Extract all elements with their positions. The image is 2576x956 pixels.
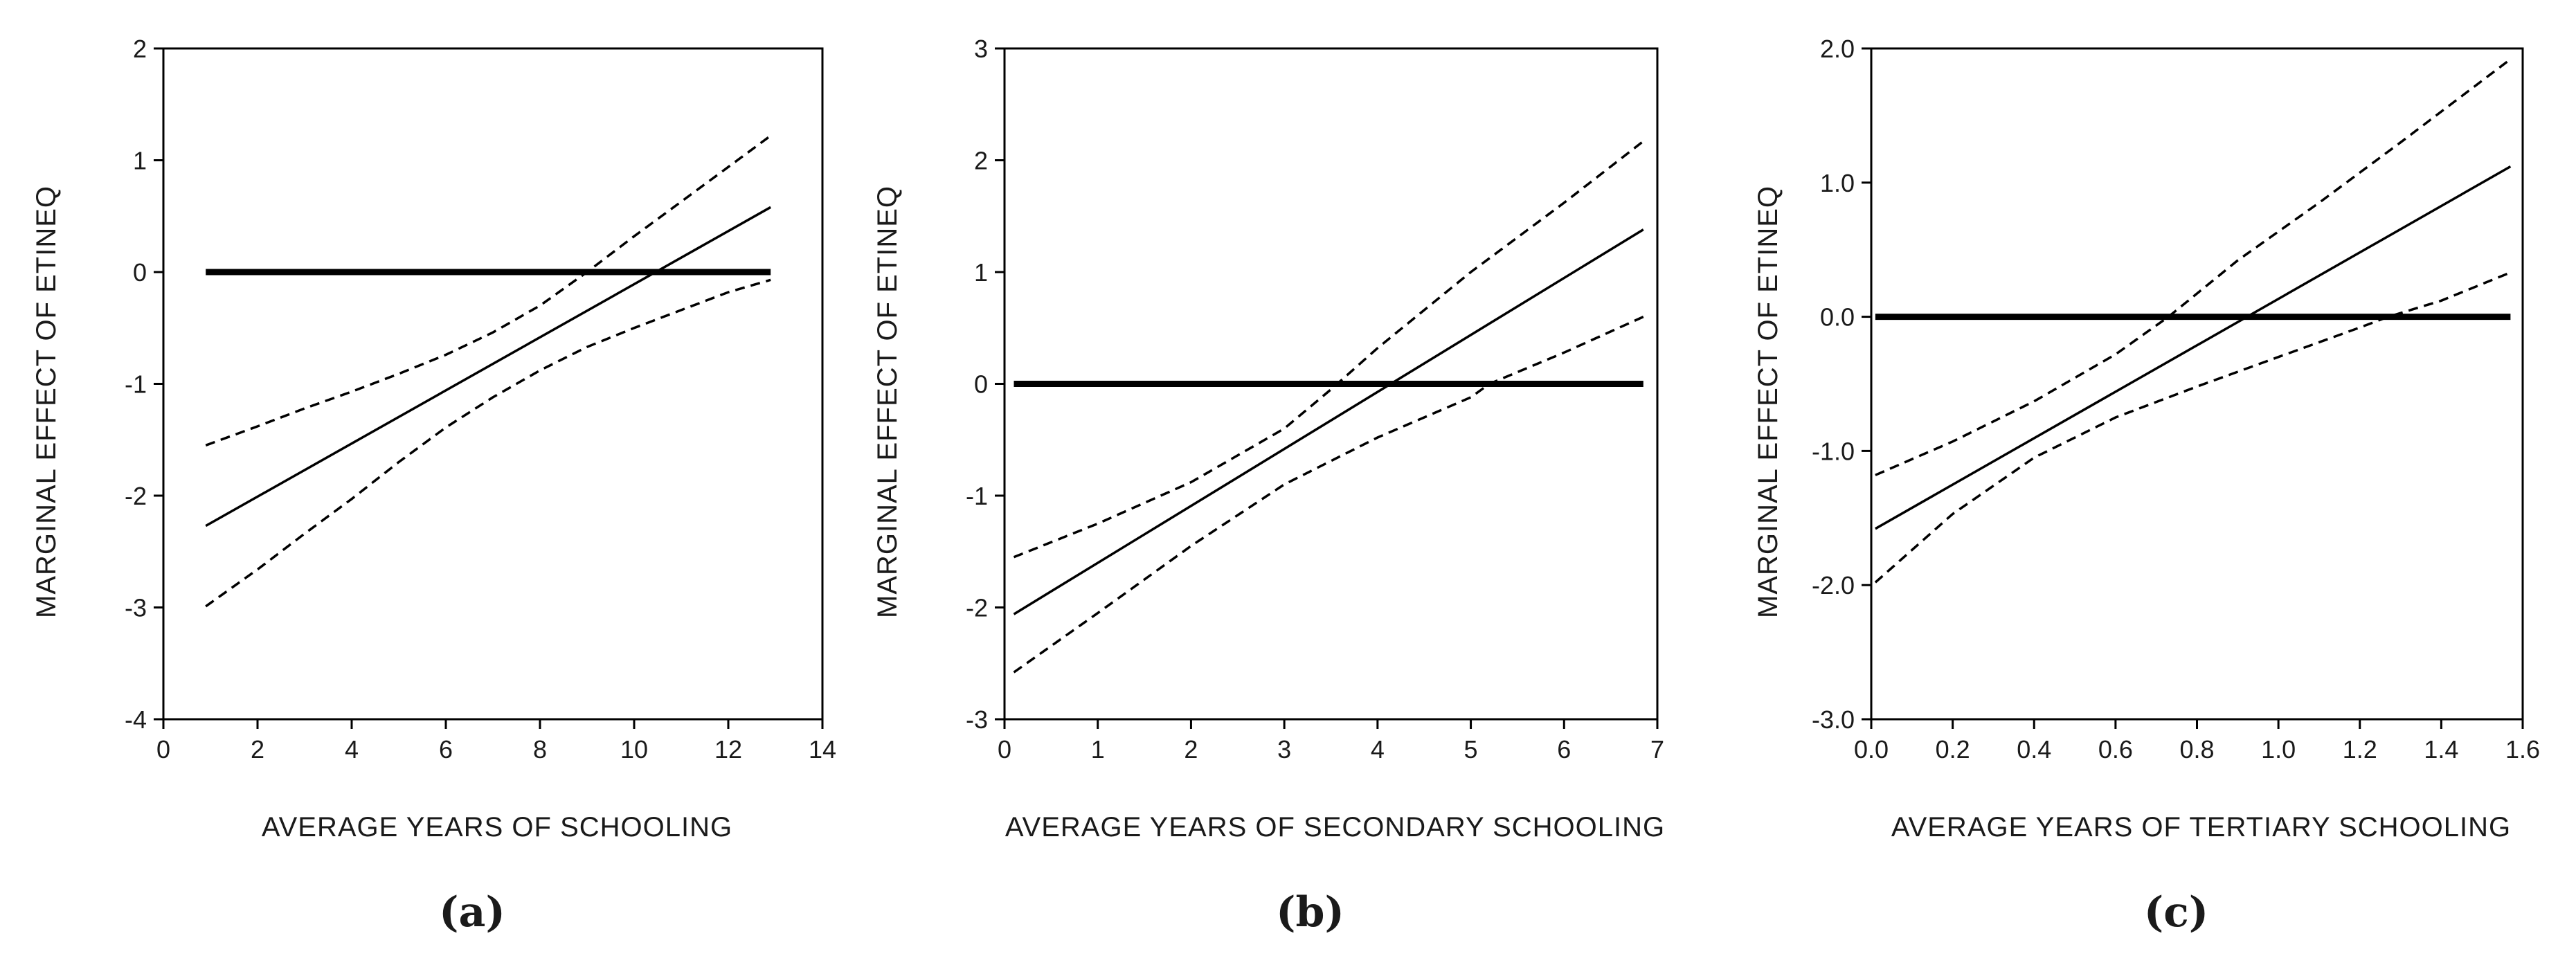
x-tick-label: 8 — [533, 735, 547, 764]
x-tick-label: 0 — [998, 735, 1011, 764]
chart-panel-2: -3 -2 -1 0 1 2 3 0 1 2 3 4 5 6 7 AVERAGE YEARS OF SECON… — [872, 35, 1665, 937]
y-tick-label: -2.0 — [1812, 571, 1855, 599]
y-axis-title: MARGINAL EFFECT OF ETINEQ — [1753, 186, 1783, 618]
plot-area — [1874, 58, 2512, 584]
upper-bound-line — [1013, 140, 1644, 559]
x-tick-label: 0.2 — [1936, 735, 1970, 764]
x-tick-label: 10 — [620, 735, 648, 764]
x-axis-title: AVERAGE YEARS OF SECONDARY SCHOOLING — [1005, 812, 1665, 842]
x-tick-label: 7 — [1650, 735, 1664, 764]
x-tick-label: 1.4 — [2424, 735, 2458, 764]
y-tick-label: -2 — [125, 482, 147, 510]
x-tick-label: 14 — [809, 735, 836, 764]
x-tick-label: 2 — [251, 735, 264, 764]
y-tick-label: 3 — [974, 35, 988, 63]
x-tick-label: 6 — [1557, 735, 1571, 764]
y-tick-label: -4 — [125, 705, 147, 734]
x-tick-label: 1.2 — [2343, 735, 2377, 764]
x-tick-label: 1.6 — [2505, 735, 2540, 764]
x-tick-label: 6 — [439, 735, 453, 764]
x-tick-label: 0.4 — [2017, 735, 2051, 764]
y-tick-label: 0.0 — [1820, 303, 1855, 332]
x-tick-label: 12 — [714, 735, 742, 764]
x-tick-label: 1 — [1091, 735, 1105, 764]
y-tick-label: -3.0 — [1812, 705, 1855, 734]
panel-label: (b) — [1276, 888, 1344, 937]
y-tick-label: 1.0 — [1820, 169, 1855, 197]
y-tick-label: 2 — [974, 147, 988, 175]
x-tick-label: 3 — [1277, 735, 1291, 764]
y-tick-label: 1 — [133, 147, 147, 175]
plot-area — [1013, 140, 1644, 674]
y-tick-label: -1.0 — [1812, 437, 1855, 465]
panel-label: (c) — [2144, 888, 2208, 937]
y-axis-title: MARGINAL EFFECT OF ETINEQ — [31, 186, 62, 618]
x-axis-title: AVERAGE YEARS OF TERTIARY SCHOOLING — [1891, 812, 2511, 842]
y-axis-title: MARGINAL EFFECT OF ETINEQ — [872, 186, 903, 618]
lower-bound-line — [205, 278, 771, 608]
y-tick-label: -1 — [966, 482, 988, 510]
y-tick-label: -1 — [125, 370, 147, 399]
x-tick-label: 0.6 — [2098, 735, 2133, 764]
x-tick-label: 1.0 — [2261, 735, 2296, 764]
plot-frame — [1870, 47, 2524, 721]
upper-bound-line — [1875, 58, 2512, 476]
y-tick-label: -2 — [966, 594, 988, 622]
y-tick-label: 0 — [133, 258, 147, 287]
x-tick-label: 4 — [345, 735, 359, 764]
lower-bound-line — [1874, 271, 2512, 584]
plot-frame — [162, 47, 824, 721]
x-tick-label: 5 — [1464, 735, 1478, 764]
x-tick-label: 0.0 — [1854, 735, 1889, 764]
lower-bound-line — [1013, 316, 1644, 674]
y-tick-label: -3 — [125, 594, 147, 622]
x-axis-title: AVERAGE YEARS OF SCHOOLING — [262, 812, 732, 842]
chart-panel-3: -3.0 -2.0 -1.0 0.0 1.0 2.0 0.0 0.2 0.4 0.6 0.8 1.0 1… — [1753, 35, 2540, 937]
marginal-effect-line — [1875, 165, 2512, 530]
y-tick-label: 1 — [974, 258, 988, 287]
y-tick-label: 2.0 — [1820, 35, 1855, 63]
y-tick-label: 0 — [974, 370, 988, 399]
x-tick-label: 2 — [1184, 735, 1198, 764]
x-tick-label: 0.8 — [2179, 735, 2214, 764]
plot-area — [205, 134, 772, 608]
x-tick-label: 0 — [156, 735, 170, 764]
x-tick-label: 4 — [1371, 735, 1385, 764]
upper-bound-line — [205, 134, 772, 447]
marginal-effect-line — [1013, 228, 1644, 615]
y-tick-label: -3 — [966, 705, 988, 734]
y-tick-label: 2 — [133, 35, 147, 63]
marginal-effect-line — [205, 206, 772, 527]
panel-label: (a) — [439, 888, 505, 937]
